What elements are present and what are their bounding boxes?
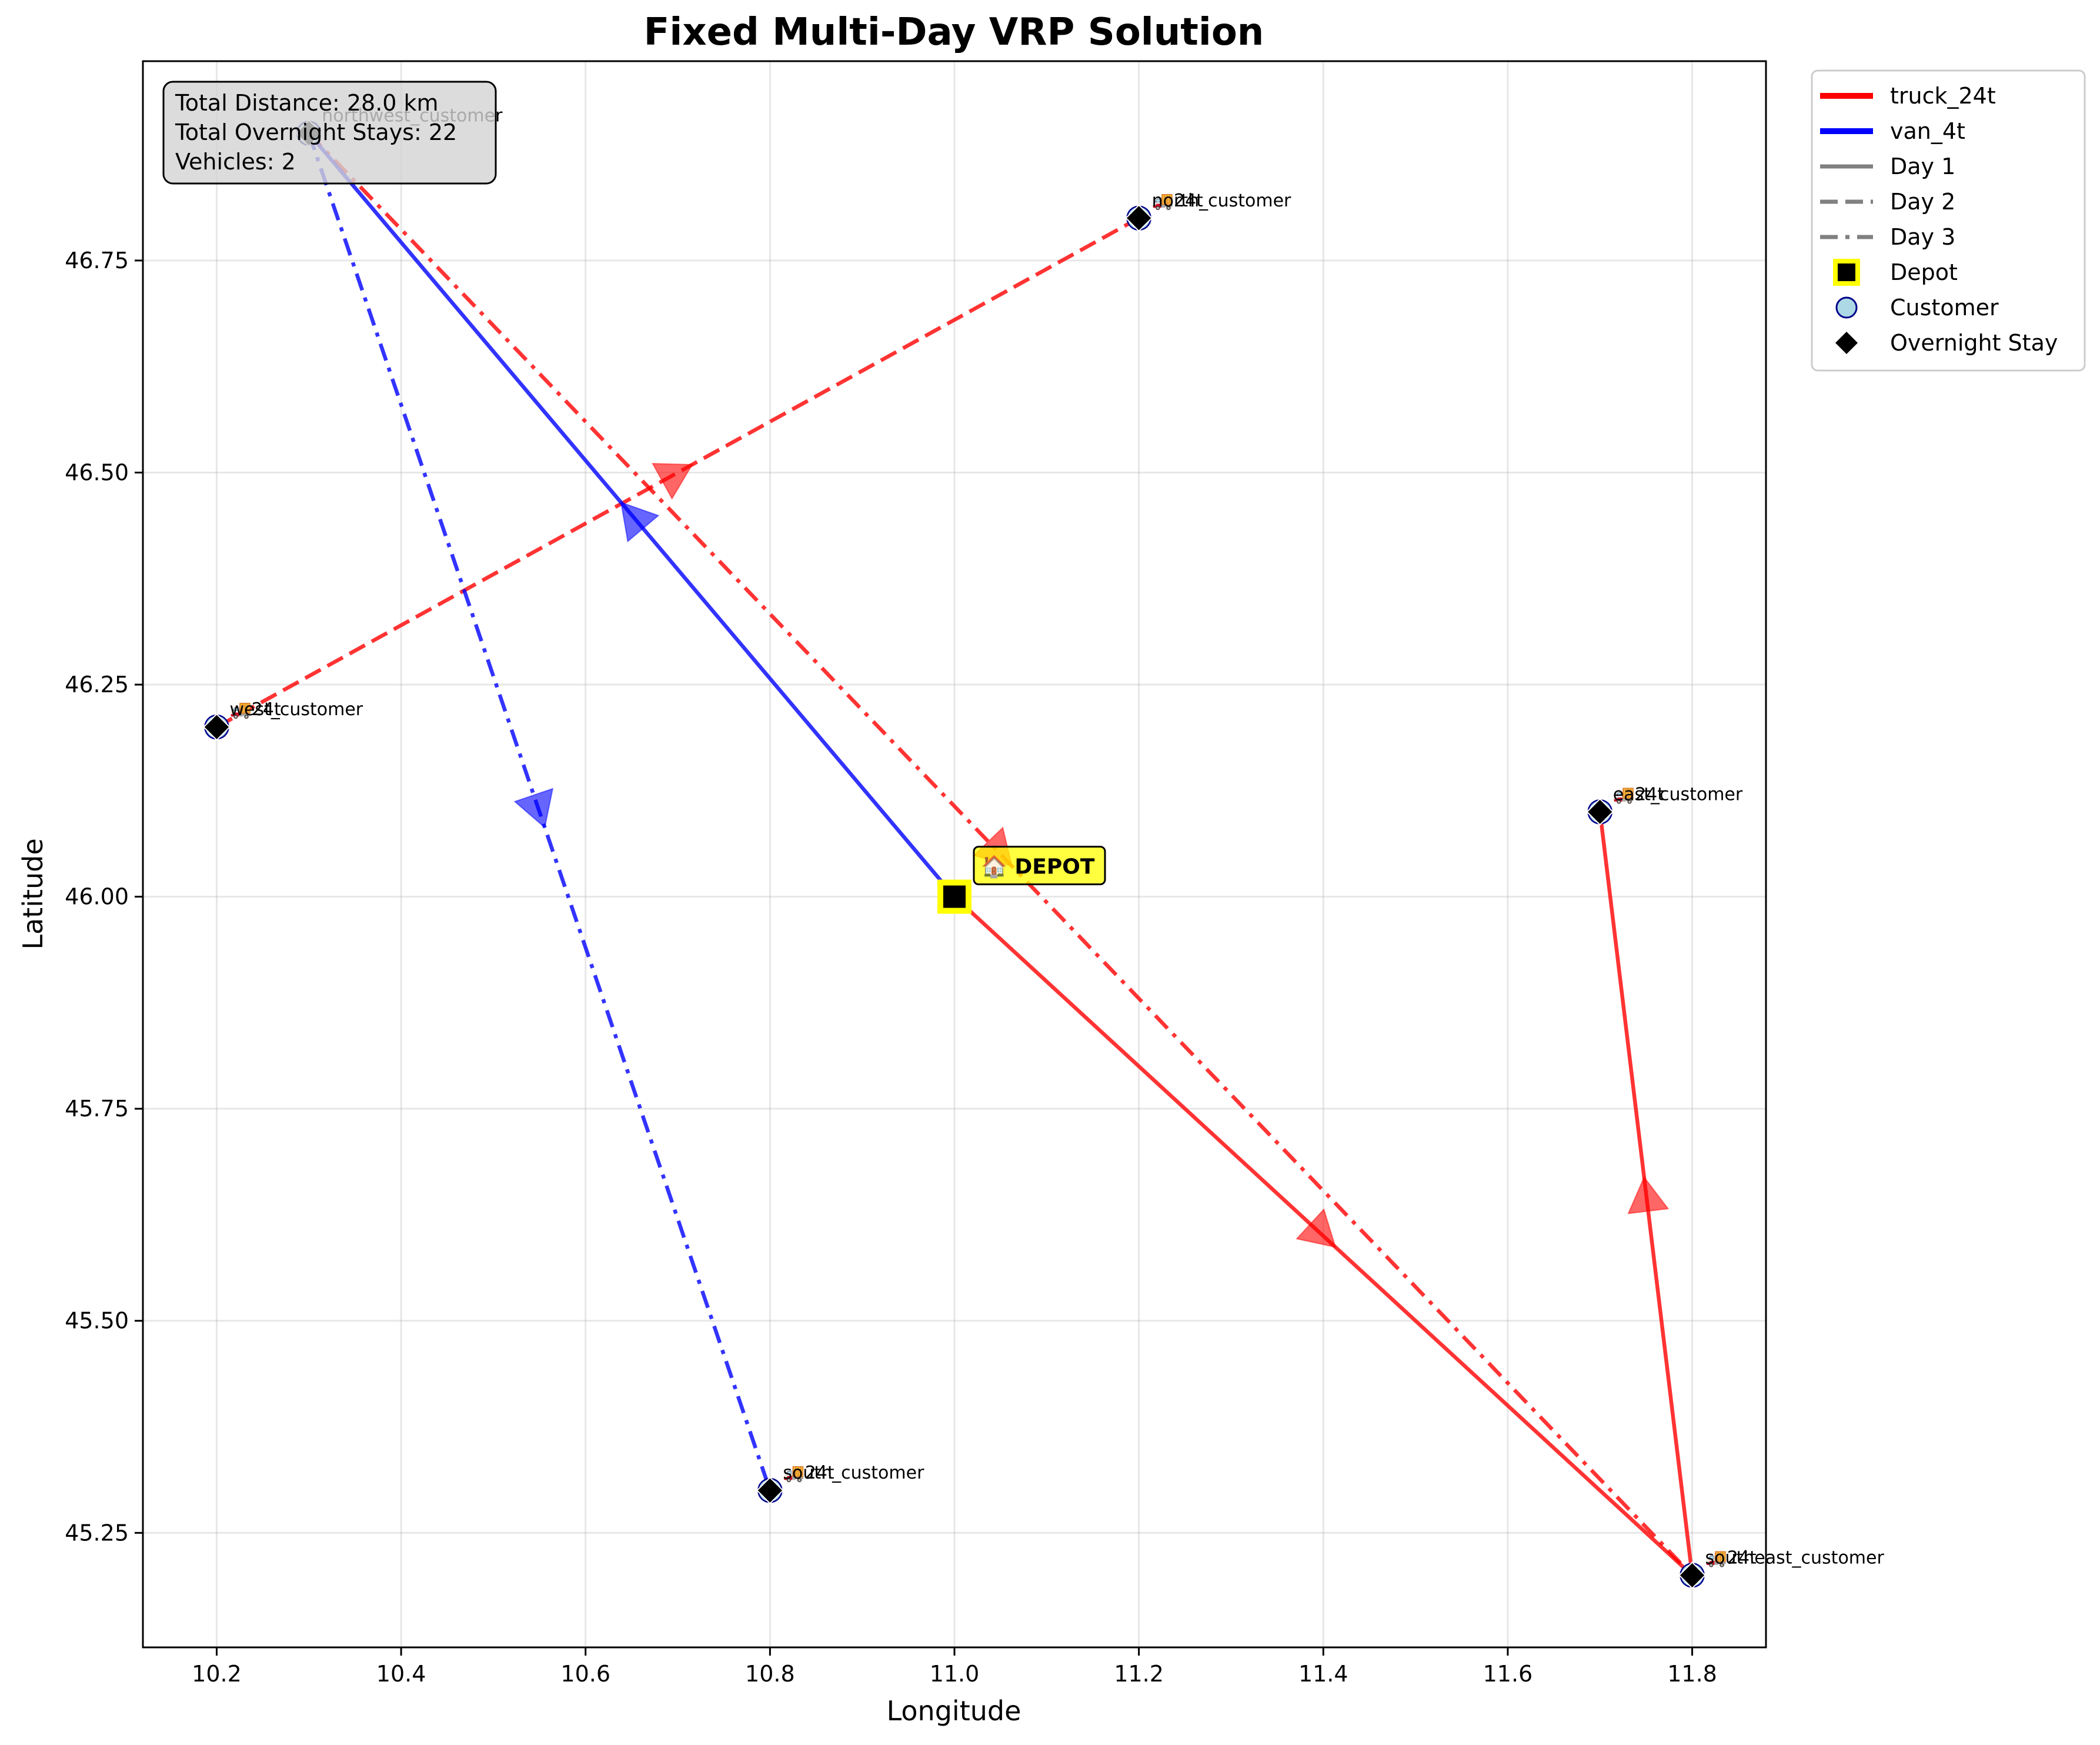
legend-label: Customer — [1890, 295, 1999, 321]
location-label: 🚚24t — [1613, 784, 1665, 805]
x-tick-label: 11.8 — [1667, 1661, 1717, 1687]
location-label: 🚚24t — [783, 1463, 834, 1483]
y-tick-label: 45.25 — [65, 1520, 129, 1546]
y-tick-label: 46.00 — [65, 884, 129, 910]
x-tick-label: 10.2 — [192, 1661, 242, 1687]
location-label: 🚚24t — [1705, 1547, 1757, 1568]
location-label: 🚚24t — [1152, 191, 1204, 211]
legend-label: Overnight Stay — [1890, 330, 2058, 356]
direction-arrow — [620, 501, 660, 543]
legend-swatch-overnight — [1835, 332, 1858, 354]
y-tick-label: 45.75 — [65, 1096, 129, 1122]
y-tick-label: 46.50 — [65, 459, 129, 485]
legend-label: Day 2 — [1890, 189, 1955, 215]
depot-label-box — [973, 846, 1106, 886]
axes: 10.2 10.4 10.6 10.8 11.0 11.2 11.4 11.6 11.8 45.2… — [65, 60, 1767, 1687]
x-tick-label: 10.8 — [745, 1661, 795, 1687]
overnight-stay-marker — [203, 713, 231, 741]
x-tick-label: 11.6 — [1483, 1661, 1533, 1687]
depot-marker — [937, 879, 971, 914]
overnight-stay-marker — [1125, 204, 1153, 232]
x-tick-label: 10.6 — [560, 1661, 610, 1687]
legend: truck_24t van_4t Day 1 Day 2 Day 3 Depot Custo… — [1811, 69, 2086, 372]
location-label: east_customer — [1613, 784, 1743, 805]
location-label: 🚚24t — [229, 699, 281, 720]
summary-box-frame — [162, 81, 497, 185]
legend-label: Day 1 — [1890, 154, 1955, 179]
summary-box: Total Distance: 28.0 km Total Overnight S… — [162, 81, 497, 185]
direction-arrow — [652, 463, 693, 500]
x-tick-label: 11.4 — [1298, 1661, 1348, 1687]
x-tick-label: 10.4 — [376, 1661, 426, 1687]
location-label: west_customer — [229, 699, 363, 720]
legend-label: Depot — [1890, 259, 1958, 285]
summary-line: Vehicles: 2 — [175, 149, 296, 175]
legend-label: truck_24t — [1890, 83, 1996, 109]
legend-swatch-depot — [1833, 259, 1860, 286]
overnight-stay-marker — [1586, 798, 1614, 826]
location-label: south_customer — [783, 1463, 924, 1483]
direction-arrow — [1296, 1208, 1337, 1248]
summary-line: Total Overnight Stays: 22 — [175, 119, 457, 145]
grid-lines — [143, 61, 1766, 1647]
legend-swatch-customer — [1835, 296, 1858, 319]
x-tick-label: 11.2 — [1114, 1661, 1164, 1687]
y-tick-label: 46.75 — [65, 248, 129, 273]
plot-frame — [142, 60, 1767, 1649]
x-axis-label: Longitude — [887, 1695, 1021, 1727]
summary-line: Total Distance: 28.0 km — [175, 90, 439, 116]
y-axis-label: Latitude — [17, 838, 49, 949]
overnight-stay-marker — [756, 1476, 784, 1504]
location-label: southeast_customer — [1705, 1547, 1885, 1568]
overnight-stay-marker — [1678, 1561, 1706, 1589]
depot-label: 🏠 DEPOT — [981, 855, 1095, 879]
legend-frame — [1811, 69, 2086, 372]
y-tick-label: 46.25 — [65, 672, 129, 698]
direction-arrow — [513, 788, 554, 829]
direction-arrow — [1627, 1176, 1670, 1215]
legend-label: van_4t — [1890, 118, 1965, 144]
x-tick-label: 11.0 — [930, 1661, 980, 1687]
legend-label: Day 3 — [1890, 224, 1955, 250]
chart-title: Fixed Multi-Day VRP Solution — [644, 11, 1264, 54]
location-label: north_customer — [1152, 191, 1291, 211]
y-tick-label: 45.50 — [65, 1308, 129, 1334]
